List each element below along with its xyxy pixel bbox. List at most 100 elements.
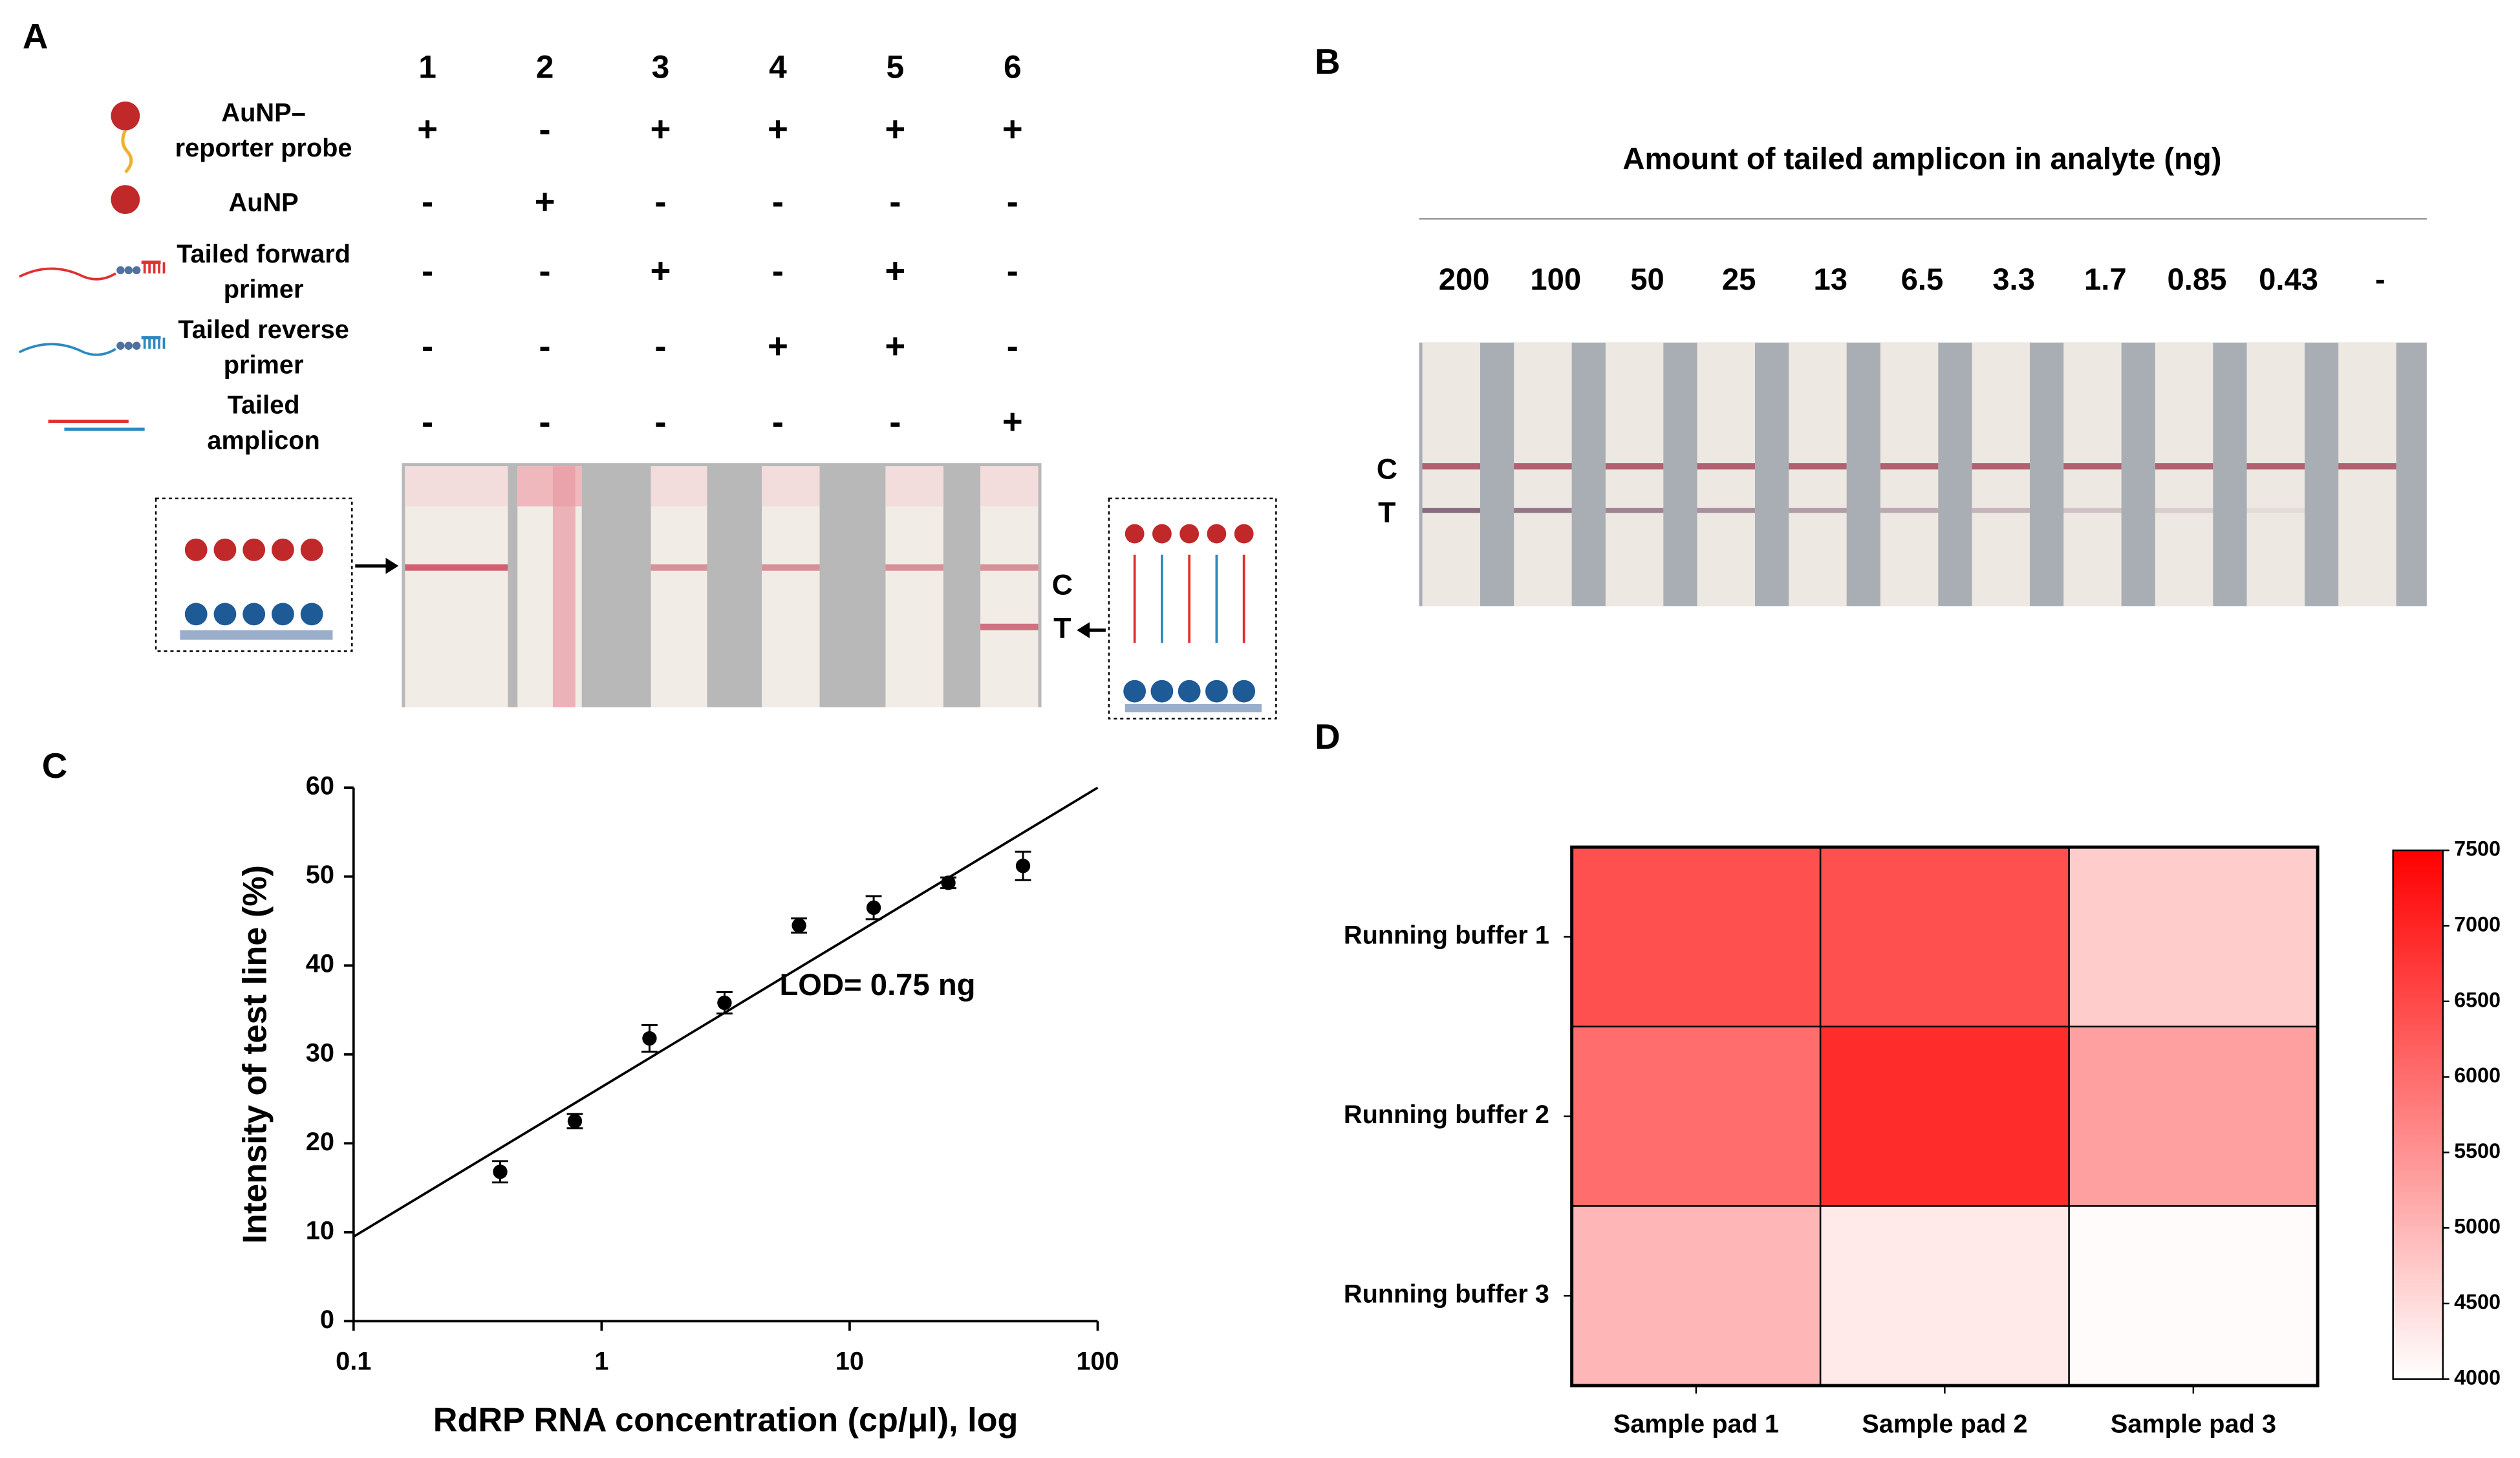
t-line [1422,508,1480,513]
label: Running buffer 1 [1344,921,1549,949]
label: primer [224,275,304,304]
label: RdRP RNA concentration (cp/μl), log [433,1402,1018,1439]
label: Tailed forward [177,240,350,268]
t-line [980,623,1039,630]
label: primer [224,351,304,380]
label: Sample pad 3 [2111,1410,2276,1438]
label: - [1007,182,1018,221]
heat-cell [1819,846,2070,1028]
point [717,995,732,1011]
aunp-icon [111,185,140,214]
heat-cell [1571,1025,1822,1207]
aunp [300,538,323,561]
label: + [651,251,671,290]
bead [116,266,125,275]
point [866,900,881,916]
label: AuNP [228,189,298,217]
label: Tailed [228,391,300,420]
label: - [654,182,666,221]
strip-top [980,466,1039,507]
label: - [539,251,550,290]
bead [300,603,323,626]
label: 4500 [2454,1291,2501,1314]
label: Running buffer 2 [1344,1100,1549,1129]
membrane [1125,703,1262,713]
label: 6 [1004,48,1022,85]
heat-cell [1571,1205,1822,1387]
label: 100 [1076,1347,1119,1375]
label: 6500 [2454,988,2501,1011]
label: - [889,402,901,442]
label: - [422,327,433,366]
bead [1178,680,1201,703]
label: - [772,251,784,290]
strip-top [885,466,943,507]
label: reporter probe [175,134,352,162]
strip-top [762,466,820,507]
aunp [213,538,237,561]
label: C [1377,453,1397,485]
c-line [980,564,1039,571]
label: 13 [1814,263,1848,297]
aunp [242,538,266,561]
label: AuNP– [221,98,305,127]
label: + [417,110,438,149]
label: D [1315,717,1340,756]
label: 6.5 [1901,263,1944,297]
strip [1514,342,1572,606]
label: 4 [769,48,787,85]
c-line [2338,463,2396,470]
label: 50 [1630,263,1664,297]
label: - [772,182,784,221]
label: 2 [536,48,554,85]
label: 5000 [2454,1215,2501,1238]
label: - [772,402,784,442]
c-line [1514,463,1572,470]
label: + [1002,402,1023,442]
t-line [2155,508,2213,513]
point [941,875,956,890]
colorbar [2392,849,2444,1380]
strip-top [405,466,508,507]
c-line [1880,463,1939,470]
label: + [768,327,788,366]
label: - [539,110,550,149]
point [1015,859,1031,874]
primer-icon [18,267,116,281]
schematic-box [155,497,353,652]
strip [1422,342,1480,606]
t-line [2063,508,2122,513]
point [567,1113,583,1129]
arrow-head [385,557,399,574]
label: C [1052,569,1073,601]
label: + [651,110,671,149]
t-line [2246,508,2305,513]
point [792,918,806,933]
label: 20 [306,1128,334,1156]
label: 7000 [2454,912,2501,936]
c-line [651,564,707,571]
bead [272,603,294,626]
label: + [885,251,905,290]
bead [1233,680,1256,703]
label: - [539,327,550,366]
strip [1880,342,1939,606]
label: Sample pad 1 [1613,1410,1779,1438]
c-line [2246,463,2305,470]
label: 0.85 [2167,263,2226,297]
c-line [885,564,943,571]
strip [1972,342,2030,606]
label: 0.43 [2259,263,2318,297]
bead [213,603,237,626]
bead [116,341,125,350]
strip [1789,342,1847,606]
label: 1 [418,48,436,85]
c-line [405,564,508,571]
heat-cell [1571,846,1822,1028]
c-line [2063,463,2122,470]
label: Running buffer 3 [1344,1280,1549,1309]
c-line [2155,463,2213,470]
heat-cell [1819,1025,2070,1207]
label: - [422,182,433,221]
c-line [1422,463,1480,470]
